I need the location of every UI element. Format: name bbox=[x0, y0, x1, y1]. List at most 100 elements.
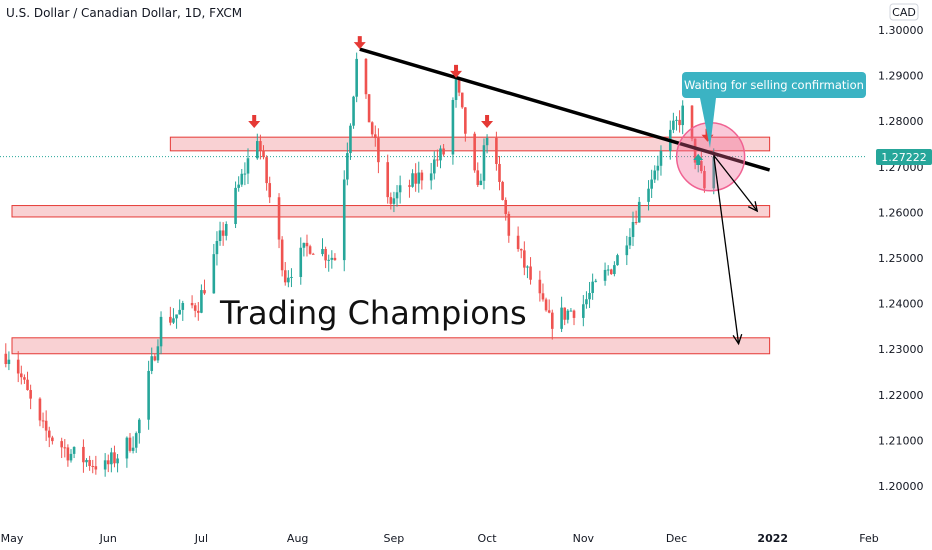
callout-pointer bbox=[700, 98, 716, 148]
candle-body bbox=[591, 281, 594, 293]
candle-body bbox=[131, 447, 135, 451]
candle-body bbox=[110, 452, 113, 465]
time-axis: May Jun Jul Aug Sep Oct Nov Dec 2022 Feb bbox=[1, 532, 879, 545]
candle-body bbox=[572, 310, 576, 318]
candle-body bbox=[72, 446, 76, 454]
candle-body bbox=[342, 179, 346, 261]
candle-body bbox=[678, 119, 681, 126]
time-tick-label: Jul bbox=[194, 532, 208, 545]
price-tick-label: 1.22000 bbox=[878, 389, 924, 402]
candle-body bbox=[370, 122, 374, 135]
watermark-text: Trading Champions bbox=[219, 294, 527, 332]
candle-body bbox=[507, 213, 511, 236]
candle-body bbox=[659, 150, 663, 166]
candle-body bbox=[703, 171, 706, 189]
sell-arrow-icon bbox=[481, 115, 494, 129]
currency-badge-label: CAD bbox=[892, 6, 916, 19]
candle-body bbox=[501, 181, 504, 200]
candle-body bbox=[7, 359, 11, 365]
candle-body bbox=[485, 137, 489, 146]
candle-body bbox=[224, 224, 228, 236]
candle-body bbox=[547, 310, 551, 313]
candle-body bbox=[106, 460, 110, 465]
candle-body bbox=[212, 254, 216, 294]
candle-body bbox=[113, 452, 116, 464]
candle-body bbox=[389, 197, 393, 204]
candle-body bbox=[346, 153, 349, 180]
candle-body bbox=[29, 390, 32, 399]
candle-body bbox=[367, 94, 371, 123]
candle-body bbox=[327, 259, 331, 261]
candle-body bbox=[594, 280, 598, 282]
candle-body bbox=[277, 197, 281, 240]
current-price-label: 1.27222 bbox=[881, 151, 927, 164]
candle-body bbox=[454, 78, 458, 100]
callout[interactable]: Waiting for selling confirmation bbox=[682, 72, 866, 148]
candle-body bbox=[349, 125, 352, 154]
candle-body bbox=[417, 172, 421, 184]
projection-line bbox=[713, 155, 740, 344]
candle-body bbox=[700, 161, 703, 172]
candle-body bbox=[41, 420, 45, 422]
candle-body bbox=[153, 356, 157, 361]
candle-body bbox=[169, 316, 172, 323]
candle-body bbox=[38, 398, 42, 421]
time-tick-label: Dec bbox=[666, 532, 687, 545]
candle-body bbox=[377, 138, 380, 163]
price-tick-label: 1.30000 bbox=[878, 24, 924, 37]
candle-body bbox=[69, 453, 73, 461]
candle-body bbox=[20, 373, 23, 378]
sell-arrow-icon bbox=[353, 36, 366, 50]
price-tick-label: 1.21000 bbox=[878, 434, 924, 447]
candle-body bbox=[256, 141, 259, 159]
candle-body bbox=[352, 96, 355, 126]
time-tick-label: Jun bbox=[99, 532, 117, 545]
candle-body bbox=[181, 302, 185, 310]
candle-body bbox=[26, 379, 29, 391]
candle-body bbox=[504, 199, 508, 214]
candle-body bbox=[94, 466, 98, 470]
candle-body bbox=[218, 230, 222, 242]
candle-body bbox=[128, 437, 132, 451]
candle-body bbox=[476, 170, 480, 185]
candle-body bbox=[203, 290, 206, 294]
candle-body bbox=[420, 172, 424, 181]
trendline[interactable] bbox=[359, 47, 771, 172]
projection-arrowhead bbox=[732, 334, 743, 346]
time-tick-label: Feb bbox=[859, 532, 878, 545]
currency-badge[interactable] bbox=[889, 3, 919, 21]
candle-body bbox=[609, 269, 613, 275]
candle-body bbox=[63, 447, 67, 449]
candle-body bbox=[302, 242, 306, 248]
buy-arrow-icon bbox=[693, 154, 704, 166]
sell-arrow-icon bbox=[450, 64, 463, 78]
candle-body bbox=[498, 163, 501, 182]
candle-body bbox=[690, 105, 694, 139]
candle-body bbox=[603, 269, 607, 281]
candle-body bbox=[265, 157, 268, 184]
candle-body bbox=[23, 377, 26, 380]
candle-body bbox=[138, 419, 141, 434]
candle-body bbox=[88, 459, 91, 466]
candle-body bbox=[451, 99, 455, 155]
candle-body bbox=[308, 246, 312, 254]
candle-body bbox=[243, 173, 247, 175]
candle-body bbox=[398, 185, 402, 193]
candle-body bbox=[268, 183, 272, 198]
candle-body bbox=[653, 170, 657, 180]
candle-body bbox=[172, 318, 175, 323]
candle-body bbox=[234, 187, 237, 225]
time-tick-label: Oct bbox=[478, 532, 498, 545]
candle-body bbox=[650, 179, 653, 189]
sell-arrow-icon bbox=[248, 115, 261, 129]
chart-title: U.S. Dollar / Canadian Dollar, 1D, FXCM bbox=[6, 6, 242, 20]
candle-body bbox=[566, 310, 570, 320]
candle-body bbox=[414, 173, 417, 184]
candle-body bbox=[299, 247, 303, 277]
price-axis: CAD 1.300001.290001.280001.270001.260001… bbox=[876, 3, 932, 493]
candle-body bbox=[259, 141, 262, 151]
candle-body bbox=[215, 241, 219, 255]
candle-body bbox=[519, 249, 523, 251]
candle-body bbox=[625, 245, 629, 256]
